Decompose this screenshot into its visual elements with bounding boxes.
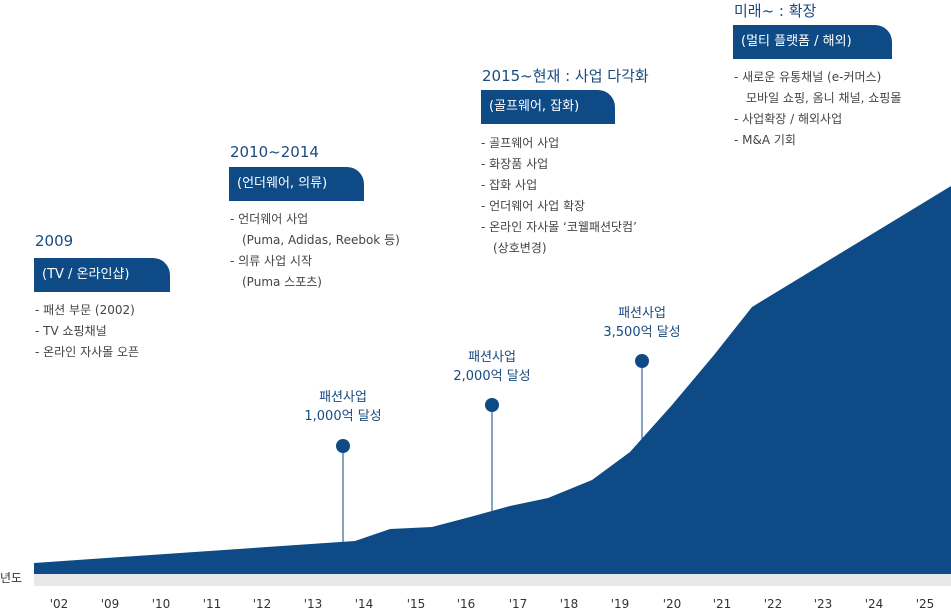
list-item: - 새로운 유통채널 (e-커머스)	[734, 70, 882, 84]
growth-area	[34, 186, 951, 574]
stage-tag-2010-2014: (언더웨어, 의류)	[229, 167, 364, 201]
stage-items-2009: - 패션 부문 (2002) - TV 쇼핑채널 - 온라인 자사몰 오픈	[35, 300, 139, 363]
stage-title-2010-2014: 2010~2014	[230, 143, 319, 161]
year-tick: '16	[456, 597, 476, 611]
year-tick: '25	[915, 597, 935, 611]
stage-tag-2009: (TV / 온라인샵)	[34, 258, 170, 292]
year-tick: '21	[712, 597, 732, 611]
milestone-line2: 2,000억 달성	[453, 369, 531, 384]
milestone-line2: 3,500억 달성	[603, 325, 681, 340]
list-item: - 골프웨어 사업	[481, 136, 560, 150]
stage-title-2015-present: 2015~현재 : 사업 다각화	[482, 67, 649, 85]
year-tick: '17	[508, 597, 528, 611]
list-item: - M&A 기회	[734, 133, 796, 147]
list-item: - 언더웨어 사업	[230, 212, 309, 226]
milestone-line1: 패션사업	[618, 306, 666, 321]
list-item: - 패션 부문 (2002)	[35, 303, 135, 317]
year-tick: '11	[202, 597, 222, 611]
milestone-label-1: 패션사업 1,000억 달성	[304, 388, 381, 426]
list-item: (Puma, Adidas, Reebok 등)	[242, 233, 400, 247]
list-item: (Puma 스포츠)	[242, 275, 322, 289]
year-tick: '22	[763, 597, 783, 611]
list-item: - 언더웨어 사업 확장	[481, 199, 586, 213]
list-item: - 온라인 자사몰 오픈	[35, 345, 140, 359]
year-tick: '13	[303, 597, 323, 611]
list-item: - 의류 사업 시작	[230, 254, 313, 268]
list-item: - 화장품 사업	[481, 157, 549, 171]
milestone-dot-3	[635, 354, 649, 368]
list-item: 모바일 쇼핑, 옴니 채널, 쇼핑몰	[746, 91, 902, 105]
year-tick: '23	[813, 597, 833, 611]
stage-items-2015-present: - 골프웨어 사업 - 화장품 사업 - 잡화 사업 - 언더웨어 사업 확장 …	[481, 133, 637, 259]
list-item: - 온라인 자사몰 ‘코웰패션닷컴’	[481, 220, 637, 234]
year-tick: '18	[559, 597, 579, 611]
milestone-dot-1	[336, 439, 350, 453]
milestone-dot-2	[485, 398, 499, 412]
stage-title-2009: 2009	[35, 232, 74, 250]
year-tick: '10	[151, 597, 171, 611]
list-item: - 잡화 사업	[481, 178, 538, 192]
year-tick: '14	[354, 597, 374, 611]
stage-title-future: 미래~ : 확장	[734, 2, 817, 20]
year-tick: '15	[406, 597, 426, 611]
year-tick: '09	[100, 597, 120, 611]
stage-tag-future: (멀티 플랫폼 / 해외)	[733, 25, 892, 59]
milestone-label-2: 패션사업 2,000억 달성	[453, 348, 530, 386]
year-tick: '12	[252, 597, 272, 611]
axis-label: 년도	[0, 571, 23, 585]
year-tick: '19	[610, 597, 630, 611]
stage-tag-2015-present: (골프웨어, 잡화)	[481, 90, 615, 124]
milestone-label-3: 패션사업 3,500억 달성	[603, 304, 680, 342]
list-item: - TV 쇼핑채널	[35, 324, 107, 338]
year-tick: '02	[49, 597, 69, 611]
list-item: (상호변경)	[493, 241, 547, 255]
milestone-line1: 패션사업	[468, 350, 516, 365]
milestone-line2: 1,000억 달성	[304, 409, 382, 424]
stage-items-future: - 새로운 유통채널 (e-커머스) 모바일 쇼핑, 옴니 채널, 쇼핑몰 - …	[734, 67, 901, 151]
list-item: - 사업확장 / 해외사업	[734, 112, 843, 126]
stage-items-2010-2014: - 언더웨어 사업 (Puma, Adidas, Reebok 등) - 의류 …	[230, 209, 400, 293]
milestone-line1: 패션사업	[319, 390, 367, 405]
year-tick: '20	[662, 597, 682, 611]
year-tick: '24	[864, 597, 884, 611]
